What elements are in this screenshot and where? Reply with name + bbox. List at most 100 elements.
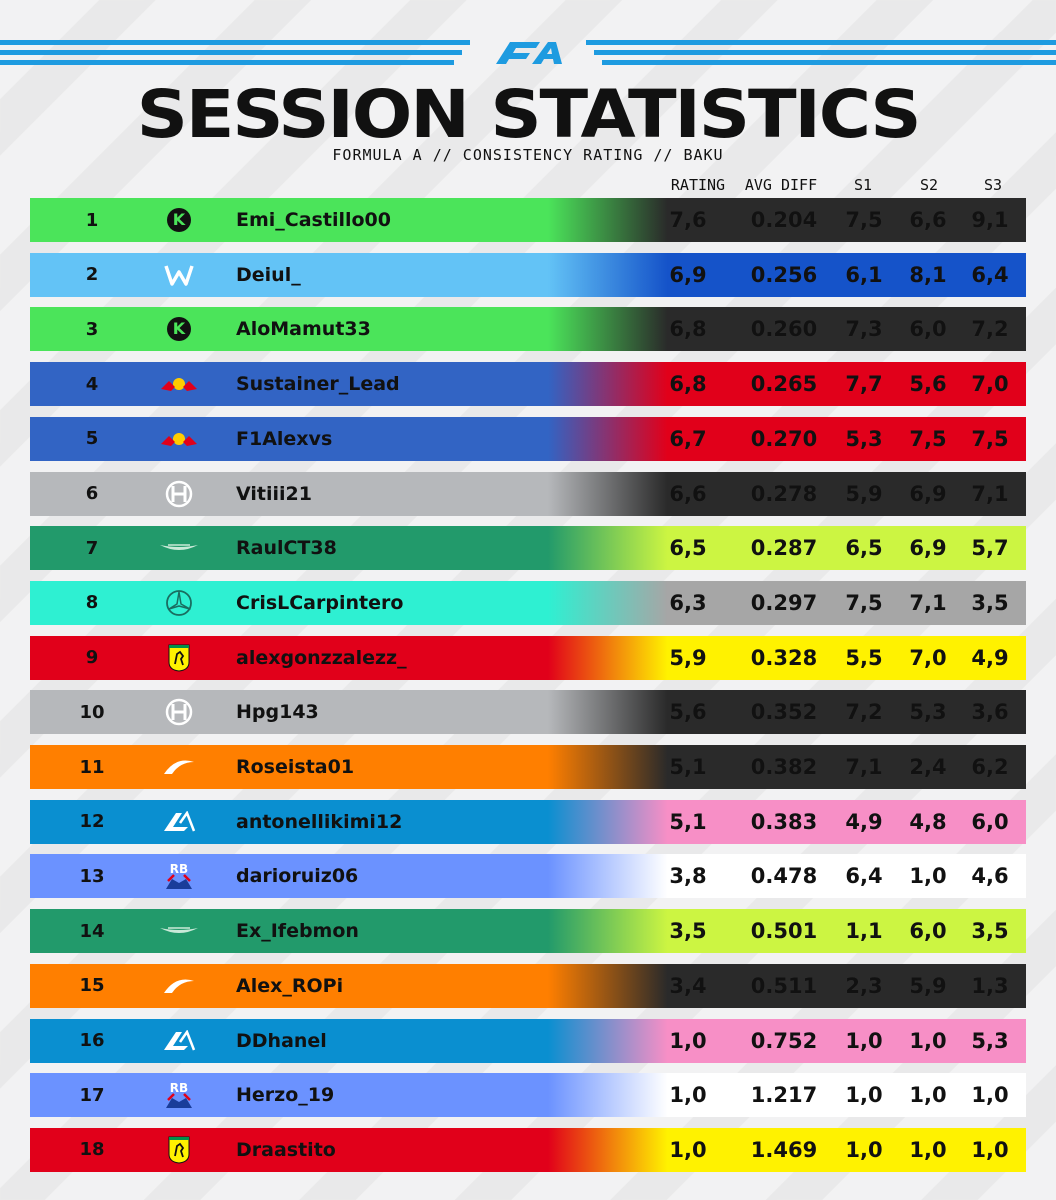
table-row: 10 Hpg143 5,6 0.352 7,2 5,3 3,6: [30, 690, 1026, 735]
s3-value: 4,6: [971, 864, 1009, 889]
rating-value: 5,9: [669, 645, 707, 670]
table-row: 4 Sustainer_Lead 6,8 0.265 7,7 5,6 7,0: [30, 362, 1026, 407]
s1-value: 5,5: [845, 645, 883, 670]
position-number: 14: [79, 920, 105, 942]
s2-value: 4,8: [909, 809, 947, 834]
s2-value: 5,3: [909, 700, 947, 725]
mclaren-icon: [154, 977, 204, 995]
rating-value: 6,5: [669, 536, 707, 561]
table-row: 11 Roseista01 5,1 0.382 7,1 2,4 6,2: [30, 745, 1026, 789]
sauber-icon: K: [154, 317, 204, 342]
aston-martin-icon: [154, 924, 204, 938]
s1-value: 4,9: [845, 809, 883, 834]
s3-value: 9,1: [971, 208, 1009, 232]
s3-value: 1,0: [971, 1083, 1009, 1108]
s1-value: 6,4: [845, 864, 883, 889]
s2-value: 7,1: [909, 590, 947, 615]
rating-value: 6,6: [669, 481, 707, 506]
s1-value: 7,5: [845, 208, 883, 232]
driver-name: AloMamut33: [236, 318, 371, 341]
table-row: 1 K Emi_Castillo00 7,6 0.204 7,5 6,6 9,1: [30, 198, 1026, 242]
position-number: 15: [79, 975, 105, 997]
redbull-icon: [154, 373, 204, 395]
formula-a-logo-icon: [496, 42, 562, 64]
rating-value: 6,7: [669, 426, 707, 451]
page-subtitle: FORMULA A // CONSISTENCY RATING // BAKU: [332, 146, 724, 164]
table-row: 18 Draastito 1,0 1.469 1,0 1,0 1,0: [30, 1127, 1026, 1172]
avg-diff-value: 0.256: [750, 262, 818, 287]
driver-name: Emi_Castillo00: [236, 209, 391, 231]
avg-diff-value: 0.204: [750, 208, 818, 232]
s3-value: 6,0: [971, 809, 1009, 834]
driver-name: RaulCT38: [236, 537, 337, 560]
rating-value: 6,8: [669, 317, 707, 342]
s3-value: 7,0: [971, 372, 1009, 397]
s1-value: 7,7: [845, 372, 883, 397]
rating-value: 1,0: [669, 1083, 707, 1108]
table-row: 17 RB Herzo_19 1,0 1.217 1,0 1,0 1,0: [30, 1073, 1026, 1118]
s3-value: 4,9: [971, 645, 1009, 670]
table-row: 5 F1Alexvs 6,7 0.270 5,3 7,5 7,5: [30, 416, 1026, 461]
driver-name: DDhanel: [236, 1029, 327, 1052]
column-header-s3: S3: [983, 176, 1003, 194]
s3-value: 6,4: [971, 262, 1009, 287]
position-number: 2: [85, 264, 99, 286]
column-header-avg-diff: AVG DIFF: [744, 176, 818, 194]
s1-value: 7,3: [845, 317, 883, 342]
driver-name: Herzo_19: [236, 1084, 335, 1107]
driver-name: Vitiii21: [236, 482, 312, 505]
column-header-s2: S2: [919, 176, 939, 194]
table-row: 14 Ex_Ifebmon 3,5 0.501 1,1 6,0 3,5: [30, 909, 1026, 954]
racing-bulls-icon: RB: [154, 861, 204, 891]
s1-value: 5,9: [845, 481, 883, 506]
mercedes-icon: [154, 589, 204, 617]
s3-value: 1,3: [971, 973, 1009, 998]
table-row: 8 CrisLCarpintero 6,3 0.297 7,5 7,1 3,5: [30, 580, 1026, 625]
s1-value: 1,0: [845, 1028, 883, 1053]
avg-diff-value: 0.287: [750, 536, 818, 561]
position-number: 6: [85, 483, 99, 504]
table-row: 9 alexgonzzalezz_ 5,9 0.328 5,5 7,0 4,9: [30, 635, 1026, 680]
avg-diff-value: 0.478: [750, 864, 818, 889]
s1-value: 6,1: [845, 262, 883, 287]
svg-text:RB: RB: [170, 862, 188, 876]
avg-diff-value: 0.511: [750, 973, 818, 998]
s3-value: 7,1: [971, 481, 1009, 506]
avg-diff-value: 1.469: [750, 1137, 818, 1162]
racing-bulls-icon: RB: [154, 1080, 204, 1110]
s1-value: 7,2: [845, 700, 883, 725]
position-number: 17: [79, 1084, 105, 1106]
ferrari-icon: [154, 644, 204, 672]
driver-name: Hpg143: [236, 701, 319, 724]
s2-value: 1,0: [909, 1137, 947, 1162]
rating-value: 5,1: [669, 755, 707, 779]
s3-value: 6,2: [971, 755, 1009, 779]
position-number: 1: [85, 209, 99, 231]
avg-diff-value: 1.217: [750, 1083, 818, 1108]
s2-value: 2,4: [909, 755, 947, 779]
driver-name: Sustainer_Lead: [236, 373, 400, 396]
position-number: 9: [85, 647, 99, 669]
header-stripes: [0, 38, 1056, 68]
rating-value: 1,0: [669, 1028, 707, 1053]
alpine-icon: [154, 1029, 204, 1052]
table-row: 15 Alex_ROPi 3,4 0.511 2,3 5,9 1,3: [30, 963, 1026, 1008]
position-number: 12: [79, 811, 105, 833]
table-row: 2 Deiul_ 6,9 0.256 6,1 8,1 6,4: [30, 252, 1026, 297]
driver-name: Draastito: [236, 1138, 336, 1161]
s3-value: 1,0: [971, 1137, 1009, 1162]
s3-value: 7,2: [971, 317, 1009, 342]
avg-diff-value: 0.752: [750, 1028, 818, 1053]
position-number: 7: [85, 537, 99, 559]
s2-value: 6,9: [909, 536, 947, 561]
position-number: 18: [79, 1139, 105, 1161]
rating-value: 6,9: [669, 262, 707, 287]
rating-value: 3,8: [669, 864, 707, 889]
avg-diff-value: 0.383: [750, 809, 818, 834]
avg-diff-value: 0.297: [750, 590, 818, 615]
table-row: 13 RB darioruiz06 3,8 0.478 6,4 1,0 4,6: [30, 854, 1026, 899]
rating-value: 1,0: [669, 1137, 707, 1162]
s1-value: 5,3: [845, 426, 883, 451]
s1-value: 1,1: [845, 919, 883, 944]
s3-value: 3,5: [971, 919, 1009, 944]
